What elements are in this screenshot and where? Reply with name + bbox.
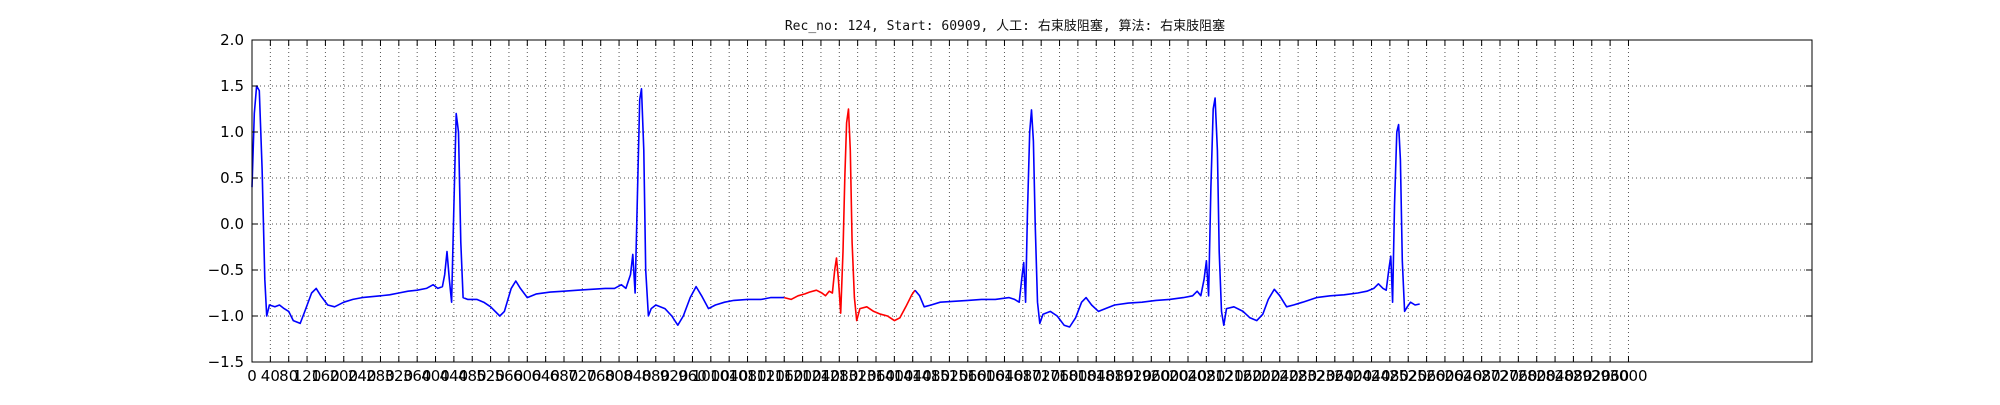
x-tick-label: 1160 xyxy=(765,367,803,385)
x-tick-label: 2120 xyxy=(1206,367,1244,385)
x-tick-label: 1400 xyxy=(875,367,913,385)
x-tick-label: 1280 xyxy=(820,367,858,385)
line-layer xyxy=(251,85,1420,328)
x-tick-label: 40 xyxy=(261,367,280,385)
x-tick-label: 2520 xyxy=(1389,367,1427,385)
x-tick-label: 2240 xyxy=(1261,367,1299,385)
x-tick-label: 600 xyxy=(513,367,542,385)
y-tick-label: 2.0 xyxy=(220,31,244,49)
x-tick-label: 320 xyxy=(385,367,414,385)
x-tick-label: 1120 xyxy=(747,367,785,385)
x-tick-label: 1440 xyxy=(894,367,932,385)
x-tick-label: 2720 xyxy=(1481,367,1519,385)
chart-title: Rec_no: 124, Start: 60909, 人工: 右束肢阻塞, 算法… xyxy=(785,18,1225,34)
x-tick-label: 960 xyxy=(678,367,707,385)
x-tick-label: 120 xyxy=(293,367,322,385)
x-tick-label: 2400 xyxy=(1334,367,1372,385)
x-tick-label: 1600 xyxy=(967,367,1005,385)
x-tick-label: 1360 xyxy=(857,367,895,385)
x-tick-label: 920 xyxy=(660,367,689,385)
y-tick-label: 1.0 xyxy=(220,123,244,141)
y-axis-ticks: −1.5 −1.0 −0.5 0.0 0.5 1.0 1.5 2.0 xyxy=(208,31,1812,371)
x-tick-label: 2480 xyxy=(1371,367,1409,385)
x-tick-label: 2160 xyxy=(1224,367,1262,385)
x-tick-label: 520 xyxy=(476,367,505,385)
x-tick-label: 640 xyxy=(531,367,560,385)
y-tick-label: 0.5 xyxy=(220,169,244,187)
y-tick-label: 1.5 xyxy=(220,77,244,95)
x-tick-label: 1720 xyxy=(1022,367,1060,385)
x-tick-label: 1680 xyxy=(1004,367,1042,385)
x-tick-label: 2040 xyxy=(1169,367,1207,385)
x-tick-label: 2360 xyxy=(1316,367,1354,385)
x-tick-label: 400 xyxy=(421,367,450,385)
ecg-series-highlight xyxy=(783,108,916,322)
x-tick-label: 2440 xyxy=(1352,367,1390,385)
x-tick-label: 1840 xyxy=(1077,367,1115,385)
x-tick-label: 2760 xyxy=(1499,367,1537,385)
x-tick-label: 480 xyxy=(458,367,487,385)
x-tick-label: 680 xyxy=(550,367,579,385)
x-tick-label: 1920 xyxy=(1114,367,1152,385)
x-tick-label: 2000 xyxy=(1151,367,1189,385)
x-tick-label: 560 xyxy=(495,367,524,385)
x-tick-label: 1040 xyxy=(710,367,748,385)
x-tick-label: 2640 xyxy=(1444,367,1482,385)
x-tick-label: 1200 xyxy=(783,367,821,385)
x-tick-label: 2800 xyxy=(1518,367,1556,385)
x-tick-label: 360 xyxy=(403,367,432,385)
x-tick-label: 1080 xyxy=(728,367,766,385)
x-tick-label: 1800 xyxy=(1059,367,1097,385)
x-tick-label: 720 xyxy=(568,367,597,385)
x-tick-label: 1560 xyxy=(949,367,987,385)
x-tick-label: 880 xyxy=(641,367,670,385)
y-tick-label: −0.5 xyxy=(208,261,244,279)
x-tick-label: 280 xyxy=(366,367,395,385)
x-tick-label: 760 xyxy=(586,367,615,385)
x-tick-label: 1960 xyxy=(1132,367,1170,385)
x-tick-label: 3000 xyxy=(1609,367,1647,385)
x-tick-label: 2960 xyxy=(1591,367,1629,385)
x-tick-label: 160 xyxy=(311,367,340,385)
x-tick-label: 800 xyxy=(605,367,634,385)
x-axis-ticks: 0 40 8012016020024028032036040044048052056… xyxy=(247,40,1648,385)
ecg-series-before-highlight xyxy=(251,85,785,327)
x-tick-label: 2200 xyxy=(1242,367,1280,385)
plot-frame xyxy=(251,39,1813,363)
x-tick-label: 2840 xyxy=(1536,367,1574,385)
x-tick-label: 2880 xyxy=(1554,367,1592,385)
y-tick-label: −1.5 xyxy=(208,353,244,371)
x-tick-label: 2600 xyxy=(1426,367,1464,385)
x-tick-label: 2080 xyxy=(1187,367,1225,385)
x-tick-label: 2680 xyxy=(1463,367,1501,385)
x-tick-label: 440 xyxy=(440,367,469,385)
x-tick-label: 1760 xyxy=(1040,367,1078,385)
grid-layer xyxy=(251,39,1812,363)
x-tick-label: 2920 xyxy=(1573,367,1611,385)
x-tick-label: 1320 xyxy=(839,367,877,385)
x-tick-label: 1000 xyxy=(692,367,730,385)
x-tick-label: 1480 xyxy=(912,367,950,385)
x-tick-label: 840 xyxy=(623,367,652,385)
x-tick-label: 2280 xyxy=(1279,367,1317,385)
x-tick-label: 2320 xyxy=(1297,367,1335,385)
x-tick-label: 1520 xyxy=(930,367,968,385)
x-tick-label: 0 xyxy=(247,367,257,385)
x-tick-label: 200 xyxy=(329,367,358,385)
ecg-series-after-highlight xyxy=(914,97,1420,328)
x-tick-label: 1240 xyxy=(802,367,840,385)
y-tick-label: 0.0 xyxy=(220,215,244,233)
x-tick-label: 80 xyxy=(279,367,298,385)
y-tick-label: −1.0 xyxy=(208,307,244,325)
x-tick-label: 240 xyxy=(348,367,377,385)
x-tick-label: 1640 xyxy=(985,367,1023,385)
x-tick-label: 2560 xyxy=(1407,367,1445,385)
x-tick-label: 1880 xyxy=(1095,367,1133,385)
